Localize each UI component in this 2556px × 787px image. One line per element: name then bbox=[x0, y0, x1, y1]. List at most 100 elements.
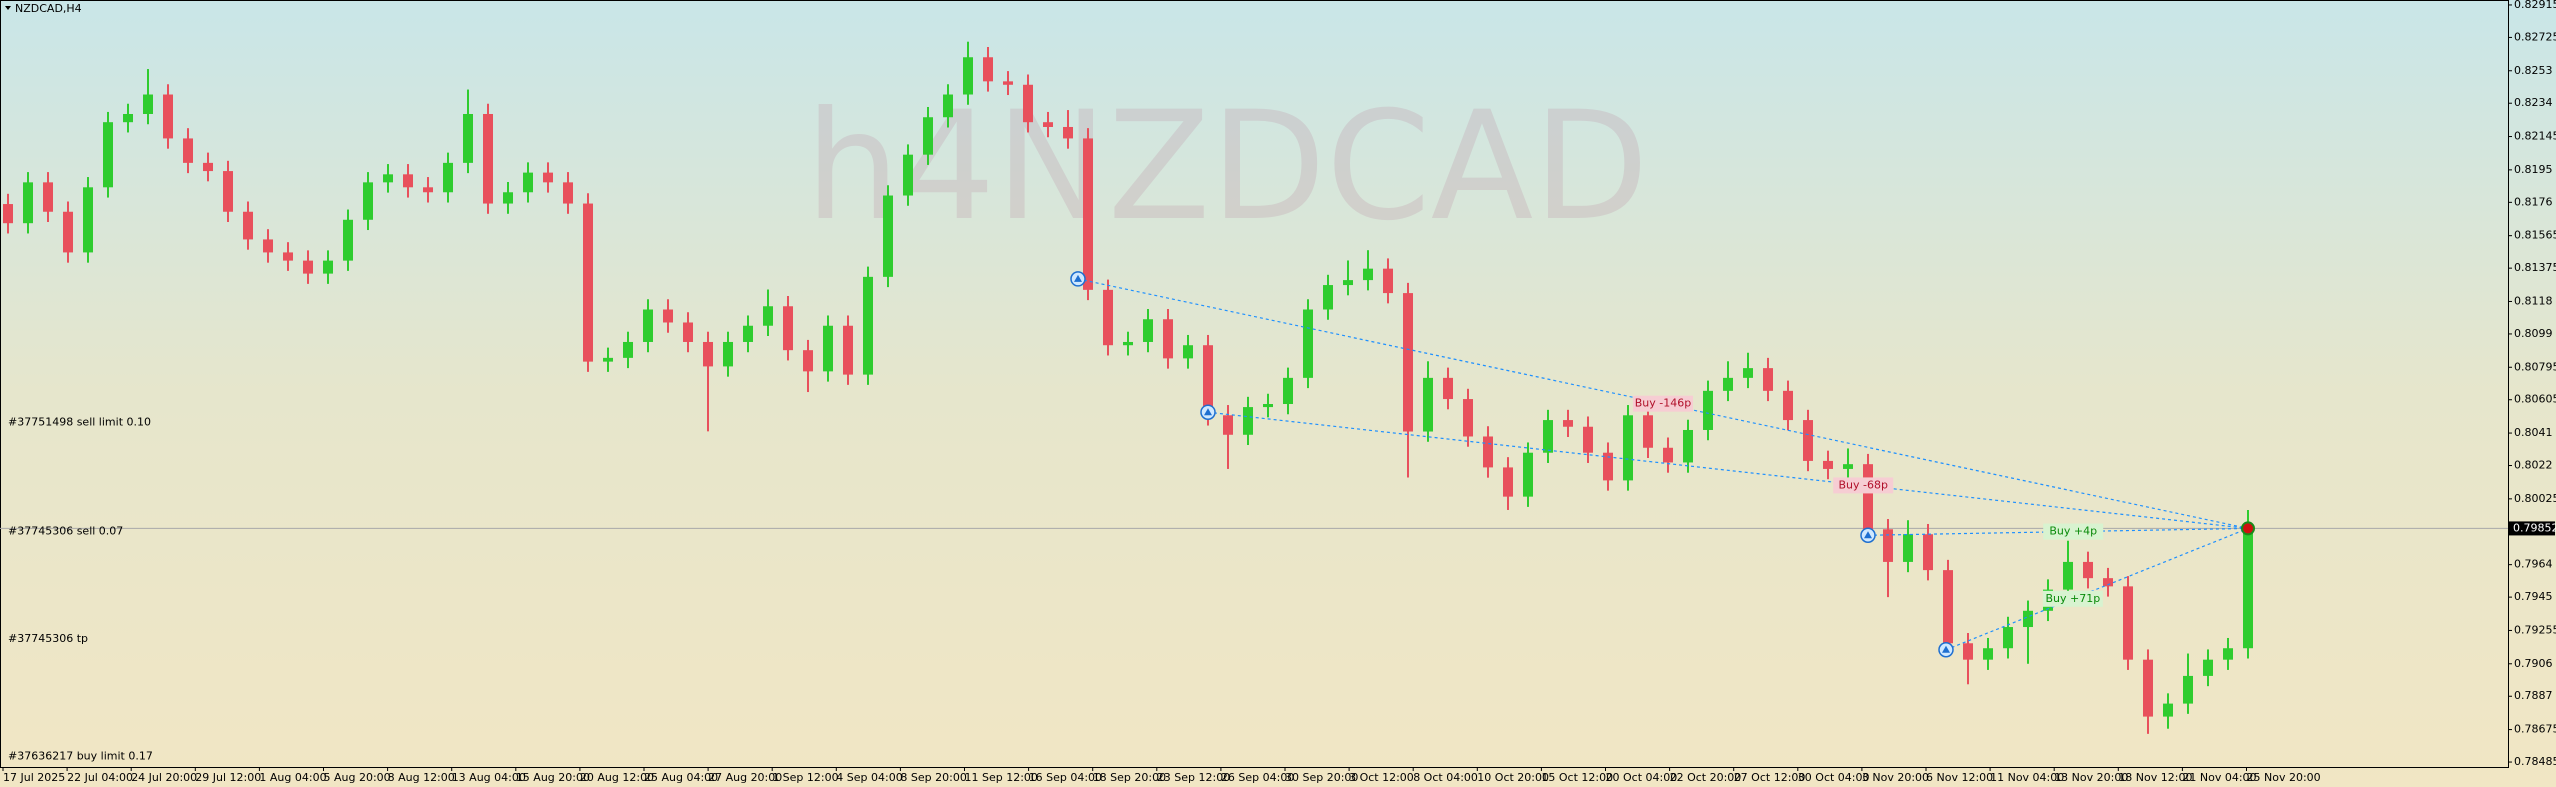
candle-body bbox=[343, 219, 353, 261]
candle bbox=[83, 177, 93, 263]
candle bbox=[1023, 74, 1033, 133]
candle-body bbox=[803, 350, 813, 372]
candle bbox=[603, 347, 613, 372]
candle-body bbox=[1003, 81, 1013, 85]
y-tick-label: 0.8099 bbox=[2514, 327, 2553, 340]
candle bbox=[1663, 437, 1673, 473]
x-tick-label: 24 Jul 20:00 bbox=[131, 771, 197, 784]
x-tick-label: 3 Nov 20:00 bbox=[1862, 771, 1929, 784]
trade-marker-arrow bbox=[1864, 531, 1872, 539]
y-tick-label: 0.8041 bbox=[2514, 426, 2553, 439]
candle-body bbox=[403, 174, 413, 188]
candle bbox=[1143, 308, 1153, 353]
chart-title: NZDCAD,H4 bbox=[15, 2, 82, 15]
x-tick-label: 17 Jul 2025 bbox=[3, 771, 65, 784]
candle-body bbox=[1183, 345, 1193, 359]
candle bbox=[1323, 274, 1333, 320]
candle-body bbox=[2183, 675, 2193, 704]
candle bbox=[1303, 299, 1313, 389]
candle-body bbox=[1503, 467, 1513, 497]
candle bbox=[2083, 551, 2093, 589]
trade-label-box bbox=[2043, 523, 2104, 540]
candle bbox=[503, 182, 513, 214]
y-tick-label: 0.81565 bbox=[2514, 229, 2556, 242]
close-marker bbox=[2241, 521, 2255, 536]
candle bbox=[1863, 453, 1873, 540]
candle-body bbox=[1663, 447, 1673, 463]
candle-body bbox=[1743, 368, 1753, 378]
candle bbox=[523, 162, 533, 203]
candle-body bbox=[83, 187, 93, 253]
candle-body bbox=[1323, 285, 1333, 310]
candle-body bbox=[2143, 659, 2153, 717]
candle bbox=[1963, 633, 1973, 685]
y-tick-label: 0.78675 bbox=[2514, 723, 2556, 736]
candle bbox=[1163, 308, 1173, 369]
x-tick-label: 23 Sep 12:00 bbox=[1157, 771, 1230, 784]
candle bbox=[383, 164, 393, 193]
candle bbox=[1443, 367, 1453, 410]
candle bbox=[1683, 419, 1693, 473]
candle bbox=[1183, 334, 1193, 369]
trade-line bbox=[1945, 527, 2249, 651]
candle-body bbox=[1403, 293, 1413, 432]
candle bbox=[2023, 600, 2033, 664]
candle-body bbox=[1723, 377, 1733, 391]
candle-body bbox=[563, 182, 573, 204]
candle-body bbox=[743, 325, 753, 342]
candle bbox=[1043, 111, 1053, 138]
candle-body bbox=[883, 195, 893, 277]
candle-body bbox=[2123, 586, 2133, 660]
candle bbox=[2143, 649, 2153, 734]
candle-body bbox=[1843, 464, 1853, 469]
x-tick-label: 3 Oct 12:00 bbox=[1349, 771, 1414, 784]
x-tick-label: 30 Sep 20:00 bbox=[1285, 771, 1358, 784]
candle bbox=[543, 162, 553, 193]
candle-body bbox=[1683, 429, 1693, 463]
candle-body bbox=[1203, 345, 1213, 416]
candle bbox=[1943, 559, 1953, 654]
trade-label: Buy -146p bbox=[1635, 397, 1691, 410]
trade-label-box bbox=[1833, 477, 1894, 494]
candle-body bbox=[583, 203, 593, 362]
trade-marker-arrow bbox=[1204, 408, 1212, 416]
candle-body bbox=[1343, 280, 1353, 286]
candle-body bbox=[543, 172, 553, 183]
candle bbox=[1263, 393, 1273, 418]
candle bbox=[3, 193, 13, 234]
trade-marker-arrow bbox=[1942, 645, 1950, 653]
candle bbox=[1783, 380, 1793, 431]
x-tick-label: 18 Sep 20:00 bbox=[1093, 771, 1166, 784]
order-label: #37636217 buy limit 0.17 bbox=[8, 749, 153, 762]
candle-body bbox=[1123, 341, 1133, 346]
candle-body bbox=[2003, 627, 2013, 649]
candle bbox=[363, 172, 373, 231]
x-tick-label: 13 Aug 04:00 bbox=[452, 771, 526, 784]
candle-body bbox=[2243, 528, 2253, 649]
candle bbox=[403, 164, 413, 198]
candle bbox=[23, 172, 33, 234]
collapse-icon[interactable] bbox=[5, 6, 11, 10]
x-tick-label: 5 Aug 20:00 bbox=[324, 771, 391, 784]
candle bbox=[1583, 416, 1593, 463]
x-tick-label: 4 Sep 04:00 bbox=[836, 771, 902, 784]
candle-body bbox=[503, 192, 513, 204]
candle bbox=[283, 242, 293, 271]
candle bbox=[1723, 361, 1733, 402]
x-tick-label: 11 Sep 12:00 bbox=[965, 771, 1038, 784]
candle-body bbox=[1543, 420, 1553, 453]
candle bbox=[583, 193, 593, 372]
candle bbox=[823, 315, 833, 382]
candle-body bbox=[1463, 399, 1473, 437]
y-tick-label: 0.8234 bbox=[2514, 96, 2553, 109]
candle bbox=[423, 177, 433, 203]
candle-body bbox=[63, 211, 73, 253]
candle-body bbox=[2163, 703, 2173, 717]
candle bbox=[903, 144, 913, 206]
x-tick-label: 11 Nov 04:00 bbox=[1990, 771, 2064, 784]
y-tick-label: 0.7906 bbox=[2514, 657, 2553, 670]
candle bbox=[1243, 396, 1253, 446]
candle-body bbox=[1703, 390, 1713, 430]
candle bbox=[1483, 426, 1493, 478]
candle-body bbox=[2063, 561, 2073, 590]
